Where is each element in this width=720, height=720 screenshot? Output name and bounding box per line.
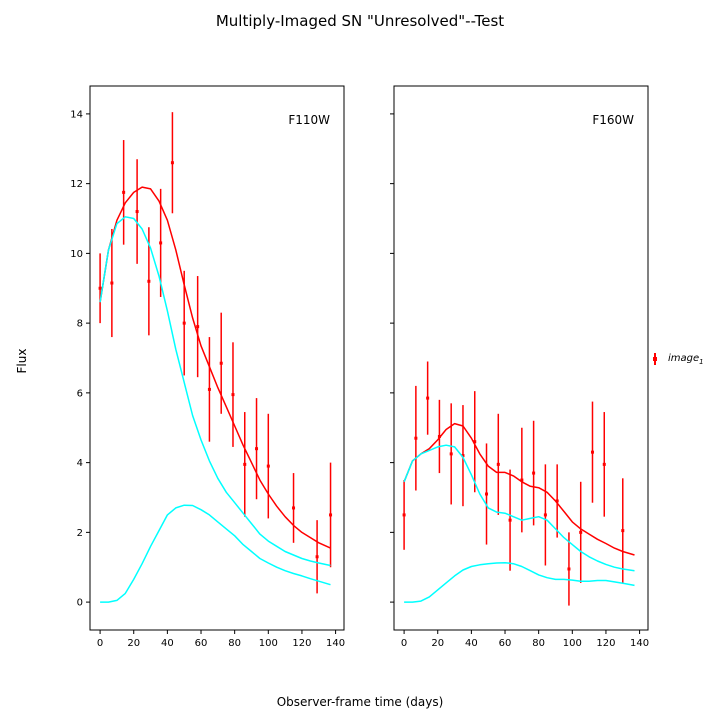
- x-tick-label: 60: [499, 638, 512, 649]
- data-point: [590, 450, 594, 454]
- y-tick-label: 12: [70, 179, 83, 190]
- data-point: [579, 530, 583, 534]
- data-point: [414, 436, 418, 440]
- data-point: [122, 190, 126, 194]
- data-point: [485, 492, 489, 496]
- x-tick-label: 140: [630, 638, 649, 649]
- x-tick-label: 40: [161, 638, 174, 649]
- x-tick-label: 60: [195, 638, 208, 649]
- series-line-model-total: [99, 186, 331, 549]
- x-axis-label: Observer-frame time (days): [276, 695, 444, 709]
- data-point: [315, 555, 319, 559]
- data-point: [292, 506, 296, 510]
- panel-label-F160W: F160W: [592, 113, 634, 127]
- series-line-model-component-1: [403, 444, 635, 572]
- y-tick-label: 2: [77, 528, 83, 539]
- data-point: [231, 393, 235, 397]
- panel-label-F110W: F110W: [288, 113, 330, 127]
- series-line-model-component-2: [100, 504, 331, 603]
- y-tick-label: 6: [77, 388, 83, 399]
- y-tick-label: 10: [70, 249, 83, 260]
- data-point: [196, 325, 200, 329]
- y-tick-label: 8: [77, 319, 83, 330]
- series-line-model-component-1: [99, 216, 331, 567]
- x-tick-label: 120: [292, 638, 311, 649]
- legend-marker-icon: [650, 352, 660, 366]
- x-tick-label: 100: [259, 638, 278, 649]
- data-point: [98, 286, 102, 290]
- data-point: [508, 518, 512, 522]
- x-tick-label: 0: [401, 638, 407, 649]
- data-point: [621, 529, 625, 533]
- data-point: [532, 471, 536, 475]
- data-point: [555, 499, 559, 503]
- data-point: [449, 452, 453, 456]
- x-tick-label: 0: [97, 638, 103, 649]
- data-point: [567, 567, 571, 571]
- chart-legend: image1: [650, 352, 704, 366]
- data-point: [219, 361, 223, 365]
- data-point: [182, 321, 186, 325]
- x-tick-label: 80: [532, 638, 545, 649]
- x-tick-label: 140: [326, 638, 345, 649]
- x-tick-label: 40: [465, 638, 478, 649]
- y-tick-label: 4: [77, 458, 83, 469]
- y-tick-label: 0: [77, 598, 83, 609]
- data-point: [170, 161, 174, 165]
- series-line-model-total: [403, 422, 635, 556]
- data-point: [255, 447, 259, 451]
- x-tick-label: 20: [431, 638, 444, 649]
- data-point: [473, 440, 477, 444]
- data-point: [402, 513, 406, 517]
- data-point: [543, 513, 547, 517]
- axes-frame-F160W: [393, 85, 649, 631]
- data-point: [243, 462, 247, 466]
- data-point: [135, 210, 139, 214]
- data-point: [496, 462, 500, 466]
- series-line-model-component-2: [404, 561, 635, 603]
- data-point: [520, 478, 524, 482]
- y-axis-label: Flux: [15, 348, 29, 374]
- data-point: [437, 434, 441, 438]
- data-point: [207, 387, 211, 391]
- figure-title: Multiply-Imaged SN "Unresolved"--Test: [215, 12, 505, 30]
- data-point: [426, 396, 430, 400]
- data-point: [110, 281, 114, 285]
- data-point: [266, 464, 270, 468]
- x-tick-label: 80: [228, 638, 241, 649]
- legend-label: image1: [668, 352, 704, 366]
- data-point: [602, 462, 606, 466]
- x-tick-label: 20: [127, 638, 140, 649]
- data-point: [159, 241, 163, 245]
- data-point: [461, 454, 465, 458]
- y-tick-label: 14: [70, 109, 83, 120]
- x-tick-label: 100: [563, 638, 582, 649]
- axes-frame-F110W: [89, 85, 345, 631]
- data-point: [329, 513, 333, 517]
- x-tick-label: 120: [596, 638, 615, 649]
- data-point: [147, 279, 151, 283]
